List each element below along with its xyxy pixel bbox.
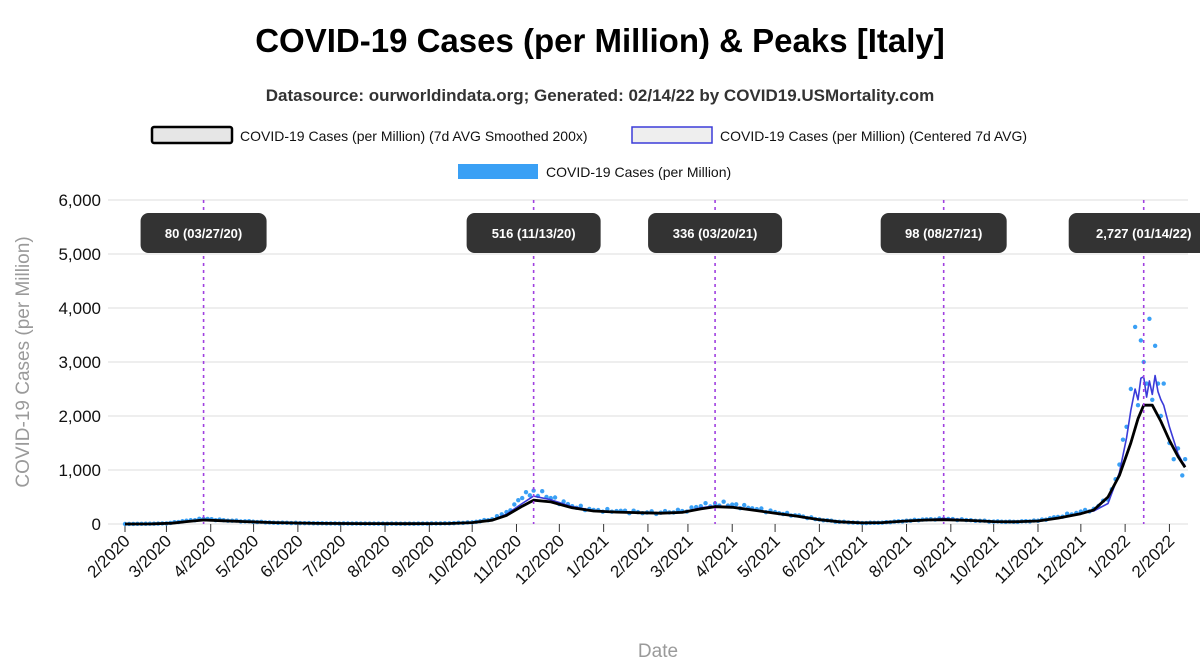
legend-label: COVID-19 Cases (per Million) (Centered 7… (720, 128, 1027, 144)
x-tick-label: 6/2021 (778, 531, 828, 581)
legend-label: COVID-19 Cases (per Million) (7d AVG Smo… (240, 128, 588, 144)
legend-label: COVID-19 Cases (per Million) (546, 164, 731, 180)
grid (108, 199, 1188, 525)
series-layer (122, 316, 1188, 527)
peak-label-box (648, 213, 783, 253)
x-tick-label: 2/2022 (1128, 531, 1178, 581)
x-axis: 2/20203/20204/20205/20206/20207/20208/20… (84, 524, 1178, 588)
peak-label: 336 (03/20/21) (673, 226, 758, 241)
daily-point (1171, 457, 1176, 462)
x-axis-title: Date (638, 641, 678, 662)
y-tick-label: 6,000 (58, 191, 101, 210)
peak-label: 516 (11/13/20) (492, 226, 576, 241)
legend-swatch-centered (631, 126, 713, 144)
daily-point (759, 506, 764, 511)
y-axis-title: COVID-19 Cases (per Million) (13, 236, 34, 487)
peak-label: 2,727 (01/14/22) (1096, 226, 1191, 241)
daily-point (1150, 397, 1155, 402)
daily-point (605, 506, 610, 512)
y-tick-label: 4,000 (58, 299, 101, 318)
x-tick-label: 7/2020 (299, 531, 349, 581)
x-tick-label: 1/2022 (1084, 531, 1134, 581)
daily-point (730, 502, 735, 507)
daily-point (561, 499, 566, 504)
legend-swatch-smoothed (150, 125, 234, 145)
daily-point (689, 505, 694, 510)
daily-point (742, 502, 747, 508)
x-tick-label: 3/2020 (125, 531, 175, 581)
x-tick-label: 4/2021 (691, 531, 741, 581)
daily-point (734, 502, 739, 507)
daily-point (1120, 437, 1126, 442)
daily-point (1135, 403, 1141, 408)
daily-point (1180, 473, 1185, 478)
daily-point (527, 493, 533, 498)
daily-point (512, 502, 517, 507)
daily-point (1138, 338, 1144, 343)
x-tick-label: 1/2021 (562, 531, 612, 581)
x-tick-label: 8/2020 (344, 531, 394, 581)
daily-point (1152, 343, 1158, 348)
x-tick-label: 3/2021 (647, 531, 697, 581)
daily-point (1161, 381, 1166, 386)
daily-point (1132, 324, 1138, 330)
x-tick-label: 5/2021 (734, 531, 784, 581)
x-tick-label: 5/2020 (212, 531, 262, 581)
peak-markers: 80 (03/27/20) 516 (11/13/20) 336 (03/20/21… (140, 200, 1200, 524)
x-tick-label: 4/2020 (169, 531, 219, 581)
daily-point (675, 507, 681, 513)
smoothed-line (124, 403, 1187, 526)
y-axis: 0 1,000 2,000 3,000 4,000 5,000 6,000 (58, 191, 101, 534)
daily-point (1128, 386, 1134, 392)
daily-point (1182, 457, 1188, 462)
chart-title: COVID-19 Cases (per Million) & Peaks [It… (255, 22, 945, 59)
peak-label: 98 (08/27/21) (905, 226, 982, 241)
daily-point (519, 495, 525, 501)
daily-point (721, 499, 726, 504)
y-tick-label: 5,000 (58, 245, 101, 264)
legend-swatch-daily (458, 164, 538, 179)
peak-label: 80 (03/27/20) (165, 226, 242, 241)
daily-point (539, 488, 545, 494)
x-tick-label: 2/2020 (84, 531, 134, 581)
y-tick-label: 1,000 (58, 461, 101, 480)
centered-avg-line (124, 374, 1186, 525)
x-tick-label: 7/2021 (821, 531, 871, 581)
daily-point (531, 488, 536, 493)
peak-label-box (1068, 213, 1200, 253)
daily-point (703, 500, 708, 506)
daily-point (578, 503, 583, 509)
legend: COVID-19 Cases (per Million) (7d AVG Smo… (150, 125, 1027, 180)
daily-point (552, 495, 558, 500)
chart-subtitle: Datasource: ourworldindata.org; Generate… (265, 86, 935, 105)
x-tick-label: 6/2020 (257, 531, 307, 581)
y-tick-label: 0 (92, 515, 101, 534)
x-tick-label: 8/2021 (865, 531, 915, 581)
x-tick-label: 2/2021 (607, 531, 657, 581)
peak-label-box (880, 213, 1007, 253)
peak-label-box (466, 213, 601, 253)
peak-label-box (140, 213, 267, 253)
daily-point (1147, 316, 1152, 321)
daily-point (523, 489, 529, 495)
y-tick-label: 3,000 (58, 353, 101, 372)
y-tick-label: 2,000 (58, 407, 101, 426)
daily-point (516, 497, 521, 503)
